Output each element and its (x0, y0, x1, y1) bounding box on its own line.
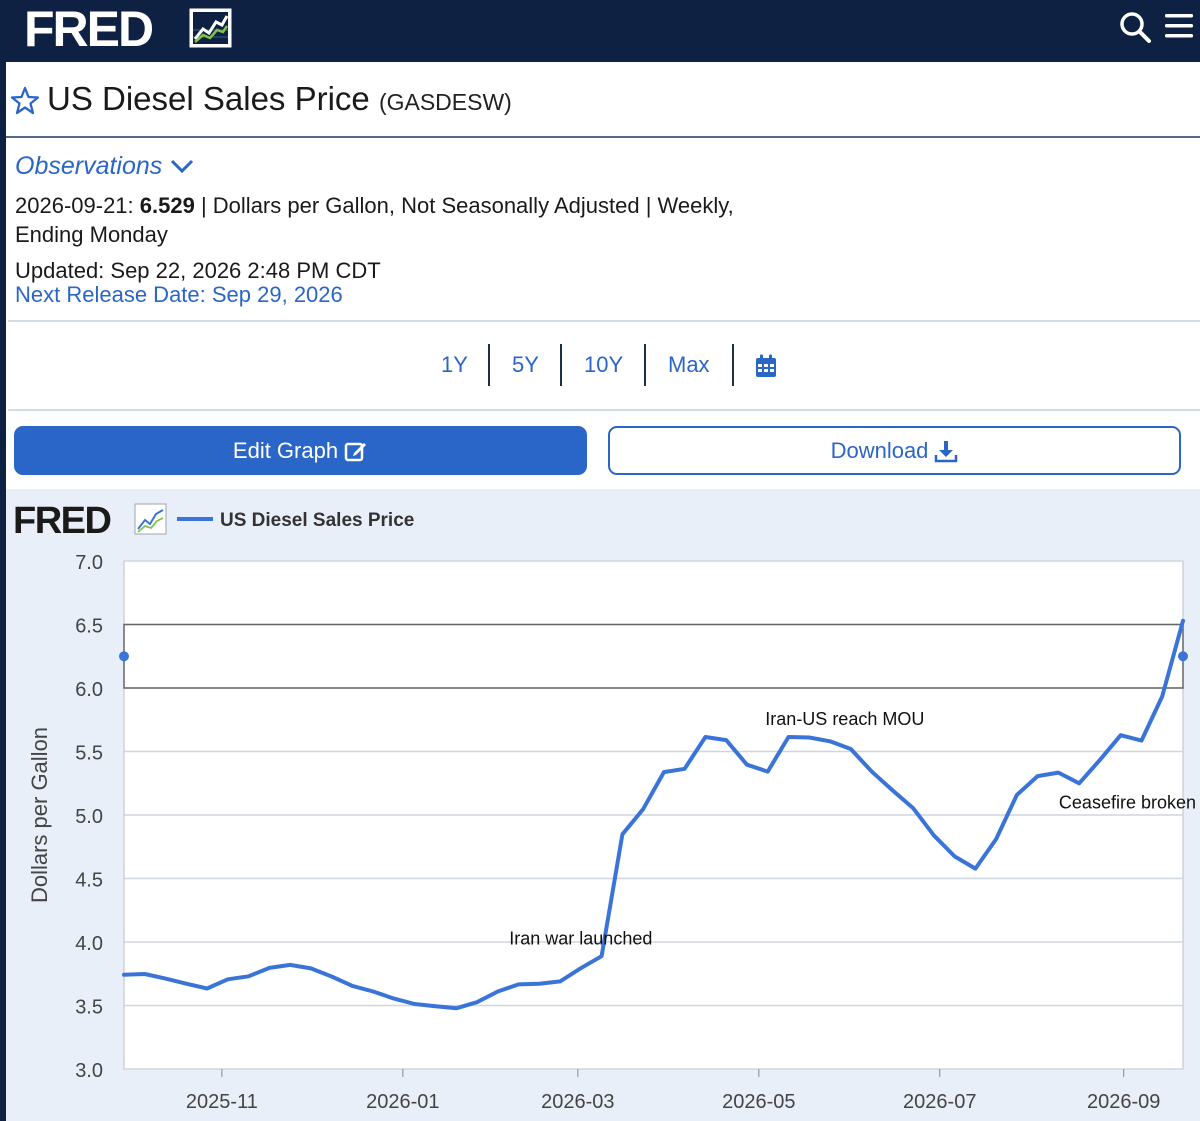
x-tick-label: 2026-09 (1087, 1091, 1160, 1113)
series-code: (GASDESW) (378, 89, 512, 115)
series-line (122, 618, 1185, 1011)
legend-label: US Diesel Sales Price (220, 510, 414, 531)
divider (8, 409, 1200, 411)
range-max-button[interactable]: Max (668, 352, 710, 377)
range-divider (644, 344, 646, 386)
y-tick-label: 4.0 (75, 933, 103, 955)
left-frame-edge (0, 0, 6, 1121)
star-icon[interactable] (10, 86, 40, 116)
trend-chart-icon (189, 8, 232, 48)
download-label: Download (830, 437, 929, 463)
search-icon[interactable] (1118, 10, 1152, 44)
series-title-row: US Diesel Sales Price (GASDESW) (6, 62, 1200, 138)
chart-fred-logo: FRED (13, 500, 111, 542)
y-tick-label: 7.0 (75, 552, 103, 574)
observations-toggle[interactable]: Observations (15, 152, 163, 180)
y-tick-label: 3.5 (75, 997, 103, 1019)
x-tick-label: 2026-07 (903, 1091, 976, 1113)
fred-logo[interactable]: FRED (24, 1, 154, 57)
observation-units: | Dollars per Gallon, Not Seasonally Adj… (200, 193, 734, 218)
y-tick-label: 4.5 (75, 870, 103, 892)
y-tick-label: 6.0 (75, 679, 103, 701)
range-divider (560, 344, 562, 386)
x-tick-label: 2026-03 (541, 1091, 614, 1113)
range-divider (488, 344, 490, 386)
page-title: US Diesel Sales Price (GASDESW) (47, 80, 512, 118)
chart-annotation: Iran-US reach MOU (765, 709, 924, 729)
y-tick-label: 5.0 (75, 806, 103, 828)
edit-graph-button[interactable]: Edit Graph (14, 426, 587, 475)
range-10y-button[interactable]: 10Y (584, 352, 624, 377)
edit-icon (344, 442, 367, 461)
download-button[interactable]: Download (608, 426, 1181, 475)
price-line-chart[interactable]: FRED US Diesel Sales Price Dollars per G… (6, 489, 1200, 1121)
edit-graph-label: Edit Graph (232, 437, 339, 463)
updated-timestamp: Updated: Sep 22, 2026 2:48 PM CDT (15, 258, 381, 283)
observation-value: 6.529 (139, 193, 195, 218)
x-tick-label: 2026-01 (366, 1091, 439, 1113)
y-tick-label: 6.5 (75, 616, 103, 638)
next-release-link[interactable]: Next Release Date: Sep 29, 2026 (15, 282, 343, 307)
range-divider (732, 344, 734, 386)
calendar-icon[interactable] (755, 354, 777, 378)
observation-frequency: Ending Monday (15, 222, 168, 247)
top-navigation-bar (0, 0, 1200, 62)
chart-container: FRED US Diesel Sales Price Dollars per G… (6, 489, 1200, 1121)
x-tick-label: 2025-11 (186, 1091, 258, 1113)
download-icon (935, 440, 958, 462)
chart-logo-icon (134, 503, 167, 535)
y-tick-label: 3.0 (75, 1060, 103, 1082)
x-tick-label: 2026-05 (722, 1091, 795, 1113)
y-axis-label: Dollars per Gallon (27, 727, 52, 903)
y-tick-label: 5.5 (75, 743, 103, 765)
range-5y-button[interactable]: 5Y (512, 352, 539, 377)
observation-date: 2026-09-21: (15, 193, 134, 218)
band-handle-right (1178, 651, 1188, 662)
divider (8, 320, 1200, 322)
series-name: US Diesel Sales Price (47, 80, 370, 117)
latest-observation: 2026-09-21: 6.529 | Dollars per Gallon, … (15, 191, 815, 249)
hamburger-menu-icon[interactable] (1164, 12, 1194, 40)
chevron-down-icon[interactable] (170, 157, 194, 175)
chart-annotation: Ceasefire broken (1059, 793, 1196, 813)
band-handle-left (119, 651, 129, 662)
chart-annotation: Iran war launched (509, 929, 652, 949)
range-1y-button[interactable]: 1Y (441, 352, 468, 377)
